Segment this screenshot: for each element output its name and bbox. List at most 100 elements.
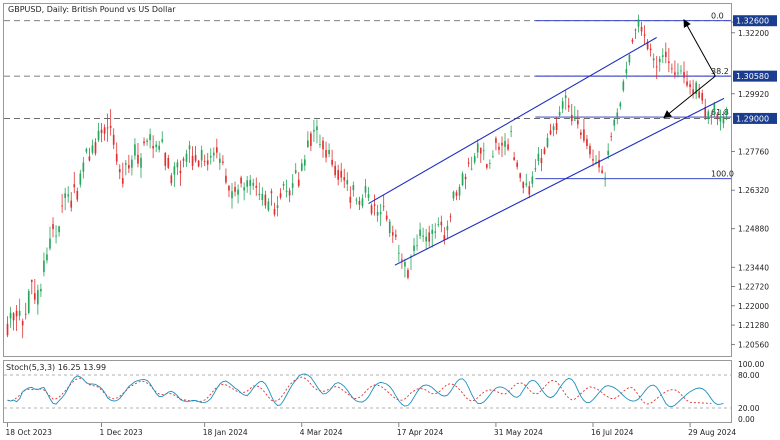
candle-body — [179, 170, 182, 174]
candle-body — [128, 165, 130, 169]
candle-body — [164, 152, 167, 166]
candle-body — [598, 159, 600, 168]
candle-body — [361, 198, 364, 206]
candle-body — [325, 150, 327, 158]
candle-body — [346, 180, 349, 185]
candle-body — [631, 39, 634, 42]
candle-body — [191, 155, 194, 166]
y-tick-label: 1.22720 — [738, 283, 769, 292]
candle-body — [182, 158, 185, 161]
fib-label-3: 100.0 — [711, 170, 734, 179]
price-tag-label: 1.32600 — [736, 17, 769, 26]
candle-body — [710, 114, 713, 117]
x-tick-label: 29 Aug 2024 — [688, 428, 736, 437]
candle-body — [683, 71, 685, 78]
candle-body — [485, 164, 488, 168]
candle-body — [661, 55, 664, 57]
candle-body — [349, 196, 352, 203]
candle-body — [546, 137, 549, 147]
candle-body — [206, 160, 209, 165]
candle-body — [194, 155, 197, 161]
candle-body — [322, 140, 324, 150]
candle-body — [137, 154, 139, 164]
price-tag-bg — [733, 70, 777, 82]
candle-body — [252, 182, 255, 186]
candle-body — [370, 205, 373, 214]
candle-body — [686, 81, 688, 86]
candle-body — [167, 158, 170, 168]
candle-body — [237, 189, 239, 195]
stoch-y-label: 100.00 — [738, 360, 764, 369]
candle-body — [525, 183, 528, 185]
candle-body — [504, 140, 506, 147]
candle-body — [343, 177, 346, 181]
candle-body — [240, 177, 242, 184]
candle-body — [285, 190, 288, 193]
candle-body — [300, 163, 303, 171]
candle-body — [30, 279, 33, 282]
candle-body — [467, 162, 470, 164]
candle-body — [352, 185, 355, 191]
candle-body — [134, 144, 136, 156]
x-tick-label: 1 Dec 2023 — [100, 428, 143, 437]
candle-body — [27, 291, 30, 314]
candle-body — [79, 173, 82, 185]
candle-body — [428, 232, 431, 242]
candle-body — [692, 89, 694, 94]
candle-body — [373, 204, 376, 206]
candle-body — [531, 176, 534, 184]
candle-body — [540, 158, 543, 164]
candle-body — [455, 192, 458, 197]
candle-body — [592, 159, 594, 161]
candle-body — [719, 117, 722, 122]
candle-body — [437, 224, 440, 225]
candle-body — [634, 29, 637, 31]
candle-body — [40, 288, 42, 292]
candle-body — [61, 205, 63, 207]
candle-body — [216, 147, 218, 153]
candle-body — [37, 290, 39, 305]
candle-body — [479, 147, 482, 154]
stoch-label: Stoch(5,3,3) 16.25 13.99 — [6, 363, 106, 372]
trend-channel — [368, 37, 725, 266]
candle-body — [689, 84, 691, 88]
time-axis: 18 Oct 2023 1 Dec 2023 18 Jan 2024 4 Mar 20… — [6, 423, 736, 437]
candle-body — [279, 193, 282, 198]
candle-body — [495, 138, 497, 143]
candle-body — [589, 146, 591, 155]
y-tick-label: 1.29920 — [738, 90, 769, 99]
candle-body — [716, 113, 719, 120]
candle-body — [115, 154, 118, 162]
fibonacci-levels: 0.0 38.2 61.8 100.0 — [535, 12, 734, 180]
candle-body — [407, 269, 409, 278]
candle-body — [15, 310, 18, 317]
candle-body — [112, 135, 115, 145]
candle-body — [9, 312, 12, 319]
projection-arrows — [663, 19, 716, 119]
candle-body — [616, 112, 619, 117]
candle-body — [577, 120, 579, 125]
candle-body — [570, 114, 573, 122]
candle-body — [431, 229, 434, 234]
arrow-up — [683, 19, 716, 77]
candle-body — [367, 194, 370, 198]
candle-body — [379, 212, 382, 215]
stoch-y-label: 80.00 — [738, 371, 760, 380]
candle-body — [422, 235, 424, 237]
candle-body — [106, 127, 109, 129]
candle-body — [725, 113, 728, 115]
fib-label-1: 38.2 — [711, 67, 729, 76]
candle-body — [288, 190, 291, 196]
candle-body — [82, 162, 85, 172]
candle-body — [310, 133, 312, 147]
candle-body — [307, 140, 309, 148]
candle-body — [434, 231, 437, 233]
candle-body — [152, 146, 154, 149]
candle-body — [558, 112, 561, 116]
candle-body — [401, 259, 403, 261]
candle-body — [649, 48, 652, 51]
candle-body — [118, 169, 121, 173]
candle-body — [18, 310, 21, 316]
candle-body — [316, 126, 318, 131]
candle-body — [695, 82, 697, 95]
